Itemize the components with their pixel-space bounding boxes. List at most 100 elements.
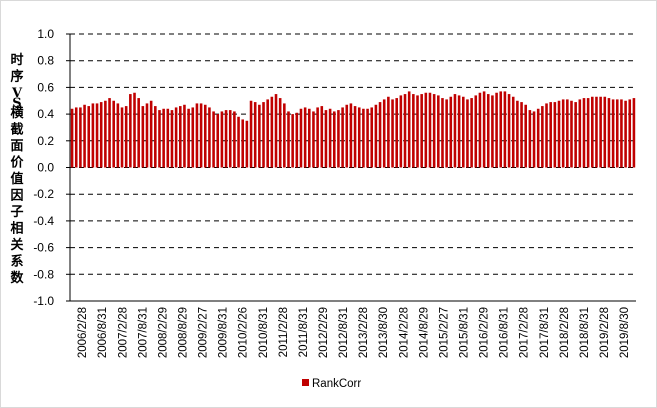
bar xyxy=(262,102,265,168)
bar xyxy=(299,108,303,168)
bar xyxy=(87,106,91,168)
x-tick-label: 2007/8/31 xyxy=(137,307,149,358)
axes xyxy=(66,33,636,302)
bar xyxy=(249,100,253,168)
bar xyxy=(503,91,507,168)
bar xyxy=(270,96,274,168)
bar xyxy=(237,116,240,168)
bar xyxy=(91,103,95,168)
bar xyxy=(154,106,157,168)
y-axis-title-glyph: 因 xyxy=(10,189,23,204)
x-tick-label: 2009/8/31 xyxy=(218,307,230,358)
bar xyxy=(453,94,457,168)
bar xyxy=(499,91,503,168)
bar xyxy=(582,98,586,168)
y-tick-labels: 1.0 0.8 0.6 0.4 0.2 0.0 -0.2 -0.4 -0.6 -0.8 -1.0 xyxy=(33,27,54,308)
bar xyxy=(541,106,544,168)
x-tick-label: 2012/8/31 xyxy=(338,307,350,358)
bar xyxy=(278,98,282,168)
bar xyxy=(520,102,523,168)
bar xyxy=(370,107,374,168)
y-axis-title-glyph: 时 xyxy=(10,52,23,68)
y-axis-title-glyph: 系 xyxy=(10,254,23,270)
x-tick-labels: 2006/2/28 2006/8/31 2007/2/28 2007/8/31 2008… xyxy=(77,307,631,358)
bar xyxy=(116,103,120,168)
x-tick-label: 2010/2/26 xyxy=(238,307,250,358)
y-axis-title-glyph: V xyxy=(11,86,23,101)
bar xyxy=(349,103,353,168)
x-tick-label: 2017/2/28 xyxy=(519,307,531,358)
bar-series-rankcorr xyxy=(70,91,636,168)
bar xyxy=(528,110,532,168)
bar xyxy=(328,108,332,168)
bar xyxy=(524,104,527,168)
bar xyxy=(495,92,498,168)
x-tick-label: 2018/8/31 xyxy=(579,307,591,358)
bar xyxy=(395,98,398,168)
bar xyxy=(187,108,190,168)
y-tick-label: 0.8 xyxy=(37,54,54,68)
y-axis-title-glyph: 截 xyxy=(10,122,23,138)
bar xyxy=(74,107,78,168)
bar xyxy=(133,92,136,168)
bar xyxy=(416,95,419,168)
bar xyxy=(445,99,448,168)
x-tick-label: 2010/8/31 xyxy=(258,307,270,358)
x-tick-label: 2011/8/31 xyxy=(298,307,310,357)
x-tick-label: 2014/2/28 xyxy=(398,307,410,358)
bar xyxy=(145,103,149,168)
bar xyxy=(470,98,473,168)
bar xyxy=(403,94,407,168)
bar xyxy=(295,112,299,168)
bar xyxy=(208,107,211,168)
bar xyxy=(158,110,161,168)
bar xyxy=(353,106,357,168)
x-tick-label: 2015/8/31 xyxy=(458,307,470,358)
y-tick-label: -0.6 xyxy=(33,241,54,255)
bar xyxy=(628,99,632,168)
bar xyxy=(474,95,478,168)
y-tick-label: 1.0 xyxy=(37,27,54,41)
bar xyxy=(108,98,111,168)
bar xyxy=(482,91,486,168)
bar xyxy=(607,98,611,168)
bar xyxy=(491,95,494,168)
bar xyxy=(129,94,132,168)
bar xyxy=(374,104,378,168)
y-tick-label: -0.4 xyxy=(33,214,54,228)
x-tick-label: 2018/2/28 xyxy=(559,307,571,358)
bar xyxy=(70,108,74,168)
bar xyxy=(345,104,349,168)
bar xyxy=(532,111,536,168)
bar xyxy=(95,103,99,168)
bar xyxy=(112,100,115,168)
bar xyxy=(212,111,215,168)
bar xyxy=(591,96,594,168)
bar xyxy=(120,107,124,168)
x-tick-label: 2014/8/29 xyxy=(418,307,430,358)
bar xyxy=(437,95,440,168)
bar xyxy=(99,102,103,168)
y-axis-title-glyph: 数 xyxy=(10,270,24,286)
legend: RankCorr xyxy=(302,378,361,390)
x-tick-label: 2006/8/31 xyxy=(97,307,109,358)
bar xyxy=(362,108,365,168)
bar xyxy=(324,110,328,168)
bar xyxy=(332,111,336,168)
y-tick-label: -0.2 xyxy=(33,187,54,201)
bar xyxy=(79,107,82,168)
y-axis-title-glyph: S xyxy=(12,96,21,111)
bar xyxy=(241,119,244,168)
bar xyxy=(303,107,307,168)
bar xyxy=(224,110,228,168)
bar xyxy=(366,108,369,168)
bar xyxy=(233,111,236,168)
y-axis-title-glyph: 价 xyxy=(10,156,24,171)
bar xyxy=(174,107,178,168)
bar xyxy=(620,99,623,168)
bar xyxy=(162,108,165,168)
bar xyxy=(507,94,511,168)
bar xyxy=(382,99,386,168)
